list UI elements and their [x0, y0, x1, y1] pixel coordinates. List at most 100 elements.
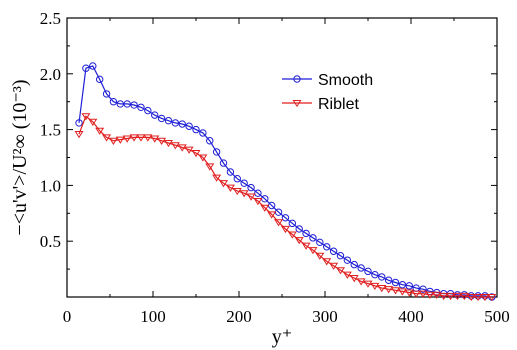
riblet-point — [81, 113, 91, 121]
plot-frame — [66, 17, 498, 298]
smooth-point — [82, 64, 90, 72]
smooth-point — [350, 260, 358, 269]
riblet-point — [246, 193, 256, 201]
smooth-point — [102, 90, 111, 98]
riblet-point — [315, 252, 325, 260]
riblet-point — [363, 280, 373, 288]
smooth-point — [199, 129, 207, 137]
riblet-point — [439, 292, 449, 301]
smooth-point — [123, 100, 131, 108]
riblet-point — [212, 174, 222, 182]
smooth-point — [378, 273, 386, 281]
smooth-point — [316, 238, 324, 247]
riblet-point — [157, 137, 167, 145]
y-tick-label: 2.0 — [40, 65, 61, 84]
smooth-point — [89, 62, 97, 70]
smooth-point — [323, 243, 331, 251]
riblet-point — [122, 135, 132, 143]
riblet-point — [322, 258, 332, 266]
riblet-point — [459, 292, 469, 301]
series-smooth — [75, 62, 496, 301]
smooth-point — [151, 111, 159, 119]
smooth-point — [309, 234, 317, 242]
smooth-point — [398, 281, 407, 289]
riblet-point — [294, 237, 304, 245]
riblet-point — [329, 262, 339, 270]
riblet-point — [108, 137, 118, 145]
smooth-point — [226, 168, 235, 176]
smooth-point — [247, 183, 255, 192]
smooth-point — [137, 103, 145, 111]
riblet-point — [170, 142, 180, 150]
smooth-point — [171, 119, 180, 127]
riblet-point — [274, 219, 284, 227]
riblet-point — [260, 204, 270, 212]
smooth-point — [164, 116, 173, 125]
riblet-point — [219, 180, 229, 188]
riblet-point — [184, 146, 194, 154]
series-riblet — [74, 113, 497, 302]
smooth-point — [254, 189, 262, 197]
riblet-point — [452, 292, 462, 301]
x-tick-label: 300 — [312, 307, 338, 326]
smooth-point — [371, 270, 379, 279]
smooth-line — [78, 65, 492, 298]
smooth-point — [157, 114, 166, 123]
smooth-point — [206, 137, 214, 145]
riblet-point — [342, 271, 352, 279]
riblet-point — [191, 150, 201, 158]
y-tick-label: 2.5 — [40, 9, 61, 28]
smooth-point — [178, 120, 186, 128]
riblet-point — [225, 184, 235, 192]
smooth-point — [212, 148, 221, 156]
axes — [66, 17, 498, 298]
riblet-point — [102, 134, 112, 142]
riblet-point — [446, 292, 456, 301]
riblet-point — [349, 275, 359, 283]
riblet-point — [411, 290, 421, 298]
y-axis-label: −<u'v'>/U²∞ (10⁻³) — [9, 79, 31, 235]
riblet-point — [253, 198, 263, 206]
smooth-point — [384, 276, 393, 284]
smooth-point — [95, 75, 104, 84]
riblet-line — [78, 115, 492, 298]
smooth-point — [343, 256, 352, 264]
legend-label-riblet: Riblet — [318, 96, 359, 113]
riblet-point — [466, 293, 476, 302]
riblet-point — [232, 187, 242, 196]
riblet-point — [129, 134, 139, 142]
riblet-point — [487, 293, 497, 302]
riblet-point — [377, 285, 387, 293]
smooth-point — [302, 229, 310, 238]
series — [74, 62, 497, 302]
riblet-point — [301, 242, 311, 250]
smooth-point — [240, 179, 248, 187]
riblet-point — [335, 267, 345, 275]
legend-label-smooth: Smooth — [318, 72, 373, 89]
x-tick-label: 0 — [63, 307, 72, 326]
ticks: 0 100 200 300 400 500 0.5 1.0 1.5 2.0 2.5 — [40, 9, 510, 326]
riblet-point — [136, 134, 146, 142]
riblet-point — [397, 288, 407, 296]
riblet-point — [267, 211, 277, 219]
riblet-point — [287, 231, 297, 239]
riblet-point — [205, 163, 215, 171]
legend: Smooth Riblet — [282, 72, 373, 113]
riblet-point — [177, 144, 187, 152]
riblet-point — [143, 134, 153, 142]
riblet-point — [473, 293, 483, 302]
smooth-point — [288, 219, 297, 228]
riblet-point — [150, 135, 160, 143]
riblet-point — [404, 289, 414, 297]
x-tick-label: 500 — [484, 307, 510, 326]
riblet-point — [239, 190, 249, 198]
riblet-point — [370, 282, 380, 291]
smooth-point — [185, 122, 193, 130]
smooth-point — [295, 225, 303, 233]
riblet-point — [115, 136, 125, 144]
smooth-point — [233, 175, 241, 183]
riblet-point — [391, 287, 401, 295]
y-tick-label: 0.5 — [40, 232, 61, 251]
smooth-point — [391, 278, 400, 287]
x-tick-label: 100 — [140, 307, 166, 326]
